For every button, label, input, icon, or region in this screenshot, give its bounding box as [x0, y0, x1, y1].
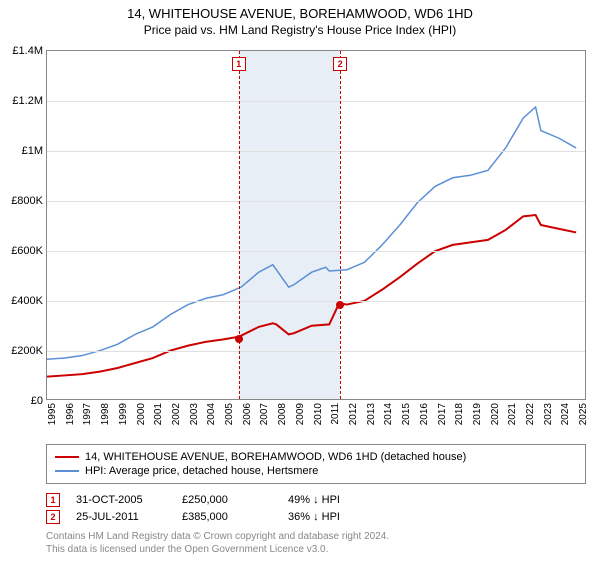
series-line-hpi — [47, 107, 576, 359]
series-line-property — [47, 215, 576, 377]
ytick-label: £1M — [22, 145, 43, 157]
xtick-label: 2015 — [401, 403, 412, 425]
xtick-label: 2018 — [454, 403, 465, 425]
xtick-label: 2013 — [366, 403, 377, 425]
legend: 14, WHITEHOUSE AVENUE, BOREHAMWOOD, WD6 … — [46, 444, 586, 484]
ytick-label: £600K — [11, 245, 43, 257]
xtick-label: 2000 — [136, 403, 147, 425]
gridline-h — [47, 251, 585, 252]
ref-marker: 1 — [232, 57, 246, 71]
xtick-label: 1997 — [82, 403, 93, 425]
xtick-label: 2008 — [277, 403, 288, 425]
xtick-label: 2004 — [206, 403, 217, 425]
chart-subtitle: Price paid vs. HM Land Registry's House … — [0, 23, 600, 37]
chart-container: 14, WHITEHOUSE AVENUE, BOREHAMWOOD, WD6 … — [0, 6, 600, 566]
xtick-label: 2007 — [259, 403, 270, 425]
xtick-label: 1998 — [100, 403, 111, 425]
xtick-label: 2014 — [383, 403, 394, 425]
xtick-label: 2010 — [313, 403, 324, 425]
point-marker — [235, 335, 243, 343]
gridline-h — [47, 351, 585, 352]
ytick-label: £200K — [11, 345, 43, 357]
plot-region: £0£200K£400K£600K£800K£1M£1.2M£1.4M19951… — [46, 50, 586, 400]
legend-item-hpi: HPI: Average price, detached house, Hert… — [55, 465, 577, 477]
legend-swatch-hpi — [55, 470, 79, 472]
footer-line-1: Contains HM Land Registry data © Crown c… — [46, 530, 586, 543]
point-marker — [336, 301, 344, 309]
ytick-label: £0 — [31, 395, 43, 407]
xtick-label: 1995 — [47, 403, 58, 425]
xtick-label: 2021 — [507, 403, 518, 425]
xtick-label: 2022 — [525, 403, 536, 425]
xtick-label: 2019 — [472, 403, 483, 425]
xtick-label: 2012 — [348, 403, 359, 425]
xtick-label: 2016 — [419, 403, 430, 425]
ytick-label: £1.2M — [12, 95, 43, 107]
chart-title: 14, WHITEHOUSE AVENUE, BOREHAMWOOD, WD6 … — [0, 6, 600, 21]
marker-badge-1: 1 — [46, 493, 60, 507]
marker-date-2: 25-JUL-2011 — [76, 511, 166, 523]
marker-row-1: 1 31-OCT-2005 £250,000 49% ↓ HPI — [46, 493, 586, 507]
ytick-label: £1.4M — [12, 45, 43, 57]
gridline-h — [47, 101, 585, 102]
xtick-label: 2025 — [578, 403, 589, 425]
xtick-label: 2023 — [543, 403, 554, 425]
marker-delta-2: 36% ↓ HPI — [288, 511, 378, 523]
xtick-label: 2001 — [153, 403, 164, 425]
ref-line — [340, 51, 341, 399]
gridline-h — [47, 201, 585, 202]
gridline-h — [47, 301, 585, 302]
legend-label-hpi: HPI: Average price, detached house, Hert… — [85, 465, 318, 477]
legend-item-property: 14, WHITEHOUSE AVENUE, BOREHAMWOOD, WD6 … — [55, 451, 577, 463]
marker-row-2: 2 25-JUL-2011 £385,000 36% ↓ HPI — [46, 510, 586, 524]
ytick-label: £800K — [11, 195, 43, 207]
markers-table: 1 31-OCT-2005 £250,000 49% ↓ HPI 2 25-JU… — [46, 490, 586, 527]
footer-line-2: This data is licensed under the Open Gov… — [46, 543, 586, 556]
ref-line — [239, 51, 240, 399]
marker-date-1: 31-OCT-2005 — [76, 494, 166, 506]
xtick-label: 2002 — [171, 403, 182, 425]
xtick-label: 2024 — [560, 403, 571, 425]
ref-marker: 2 — [333, 57, 347, 71]
xtick-label: 2011 — [330, 403, 341, 425]
legend-swatch-property — [55, 456, 79, 458]
marker-price-1: £250,000 — [182, 494, 272, 506]
xtick-label: 1996 — [65, 403, 76, 425]
xtick-label: 2009 — [295, 403, 306, 425]
xtick-label: 2020 — [490, 403, 501, 425]
xtick-label: 2006 — [242, 403, 253, 425]
chart-area: £0£200K£400K£600K£800K£1M£1.2M£1.4M19951… — [46, 50, 586, 400]
ytick-label: £400K — [11, 295, 43, 307]
xtick-label: 1999 — [118, 403, 129, 425]
footer-attribution: Contains HM Land Registry data © Crown c… — [46, 530, 586, 556]
marker-badge-2: 2 — [46, 510, 60, 524]
xtick-label: 2003 — [189, 403, 200, 425]
marker-price-2: £385,000 — [182, 511, 272, 523]
xtick-label: 2005 — [224, 403, 235, 425]
legend-label-property: 14, WHITEHOUSE AVENUE, BOREHAMWOOD, WD6 … — [85, 451, 466, 463]
gridline-h — [47, 151, 585, 152]
series-svg — [47, 51, 585, 399]
marker-delta-1: 49% ↓ HPI — [288, 494, 378, 506]
xtick-label: 2017 — [437, 403, 448, 425]
